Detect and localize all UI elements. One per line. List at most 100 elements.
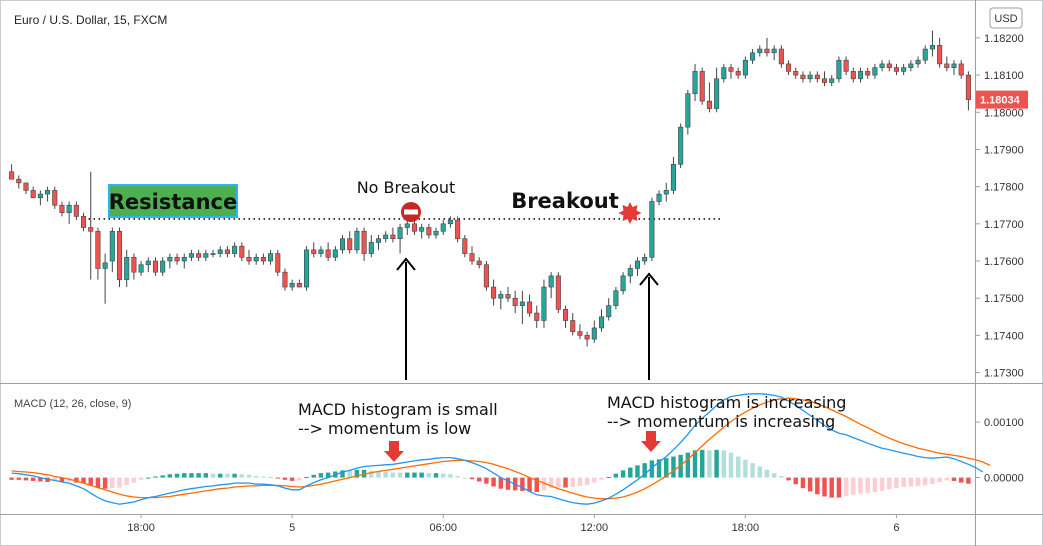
price-tick-label: 1.17500	[984, 293, 1024, 305]
candle	[174, 253, 180, 265]
candle	[138, 261, 144, 276]
histogram-bar	[764, 469, 770, 478]
candle-body	[886, 63, 892, 68]
histogram-bar	[865, 477, 870, 494]
candle-body	[678, 126, 684, 165]
candle	[375, 234, 382, 250]
histogram-bar	[253, 475, 259, 478]
candle	[52, 186, 58, 209]
price-tick-label: 1.18200	[984, 33, 1024, 45]
histogram-bar	[325, 472, 331, 478]
candle	[167, 253, 173, 269]
candle	[786, 60, 792, 76]
currency-label: USD	[994, 13, 1017, 25]
candle-body	[167, 256, 173, 262]
candle	[872, 63, 878, 79]
candle	[318, 246, 324, 258]
histogram-bar	[289, 477, 295, 481]
candle-body	[814, 74, 820, 80]
histogram-bar	[110, 477, 115, 489]
histogram-bar	[527, 477, 532, 492]
histogram-bar	[311, 474, 316, 478]
candle-body	[81, 216, 87, 228]
macd-indicator-label: MACD (12, 26, close, 9)	[14, 398, 131, 410]
histogram-bar	[843, 477, 849, 496]
histogram-bar	[786, 477, 791, 481]
candle-body	[138, 264, 144, 273]
candle	[81, 212, 87, 232]
candle-body	[9, 171, 15, 180]
candle-body	[275, 253, 281, 273]
histogram-bar	[225, 473, 230, 478]
candle	[419, 223, 425, 239]
histogram-bar	[138, 477, 144, 480]
candle	[814, 71, 820, 83]
candle-body	[311, 249, 317, 254]
candle-body	[764, 48, 770, 54]
candle-body	[498, 294, 504, 299]
candle-body	[224, 249, 230, 254]
candle-body	[419, 227, 425, 232]
histogram-bar	[383, 472, 388, 478]
candle	[807, 71, 813, 83]
candle-body	[361, 230, 367, 254]
histogram-bar	[217, 473, 223, 478]
histogram-bar	[52, 477, 57, 482]
candle	[296, 279, 302, 288]
candle	[404, 220, 410, 235]
currency-badge[interactable]: USD	[989, 7, 1023, 29]
candle	[152, 257, 159, 276]
histogram-bar	[354, 469, 360, 478]
candle	[30, 186, 36, 199]
candle	[555, 272, 561, 314]
candle-body	[627, 268, 633, 277]
candle	[361, 227, 367, 262]
candle-body	[476, 260, 482, 266]
candle-body	[440, 223, 446, 232]
candle	[699, 67, 705, 105]
candle-body	[901, 67, 907, 72]
candle-body	[534, 312, 540, 321]
macd-increasing-note-line1: MACD histogram is increasing	[607, 393, 846, 412]
signal-line	[11, 397, 991, 500]
candle-body	[570, 320, 576, 332]
candle-body	[102, 262, 108, 269]
candle	[397, 223, 403, 254]
price-tick-label: 1.17400	[984, 330, 1024, 342]
price-tick-label: 1.17700	[984, 219, 1024, 231]
candle-body	[397, 227, 403, 239]
resistance-label: Resistance	[109, 190, 237, 214]
candle-body	[404, 223, 410, 228]
candle-body	[505, 294, 511, 299]
candle-body	[965, 74, 971, 100]
candle	[124, 249, 130, 288]
histogram-bar	[95, 477, 101, 488]
histogram-bar	[771, 473, 777, 478]
candle	[383, 231, 389, 243]
candle	[289, 279, 295, 291]
candle	[613, 287, 619, 310]
time-axis: 18:00 5 06:00 12:00 18:00 6	[127, 514, 900, 534]
candle-body	[246, 256, 252, 262]
histogram-bar	[297, 477, 302, 481]
candle	[901, 63, 907, 76]
candle	[88, 171, 94, 280]
candle	[915, 56, 921, 68]
histogram-bar	[455, 475, 460, 478]
histogram-bar	[239, 474, 245, 478]
candle-body	[59, 204, 65, 213]
macd-small-note-line2: --> momentum is low	[298, 419, 471, 438]
candle-body	[908, 63, 914, 68]
macd-increasing-note-line2: --> momentum is increasing	[607, 412, 835, 431]
candle-body	[786, 63, 792, 72]
histogram-bar	[23, 477, 29, 481]
candle	[253, 253, 259, 265]
candle-body	[88, 227, 94, 232]
candle	[742, 56, 748, 79]
candle-body	[778, 48, 784, 65]
histogram-bar	[397, 472, 403, 478]
histogram-bar	[419, 472, 424, 478]
histogram-bar	[966, 477, 971, 484]
histogram-bar	[275, 477, 281, 479]
candle	[332, 246, 338, 262]
